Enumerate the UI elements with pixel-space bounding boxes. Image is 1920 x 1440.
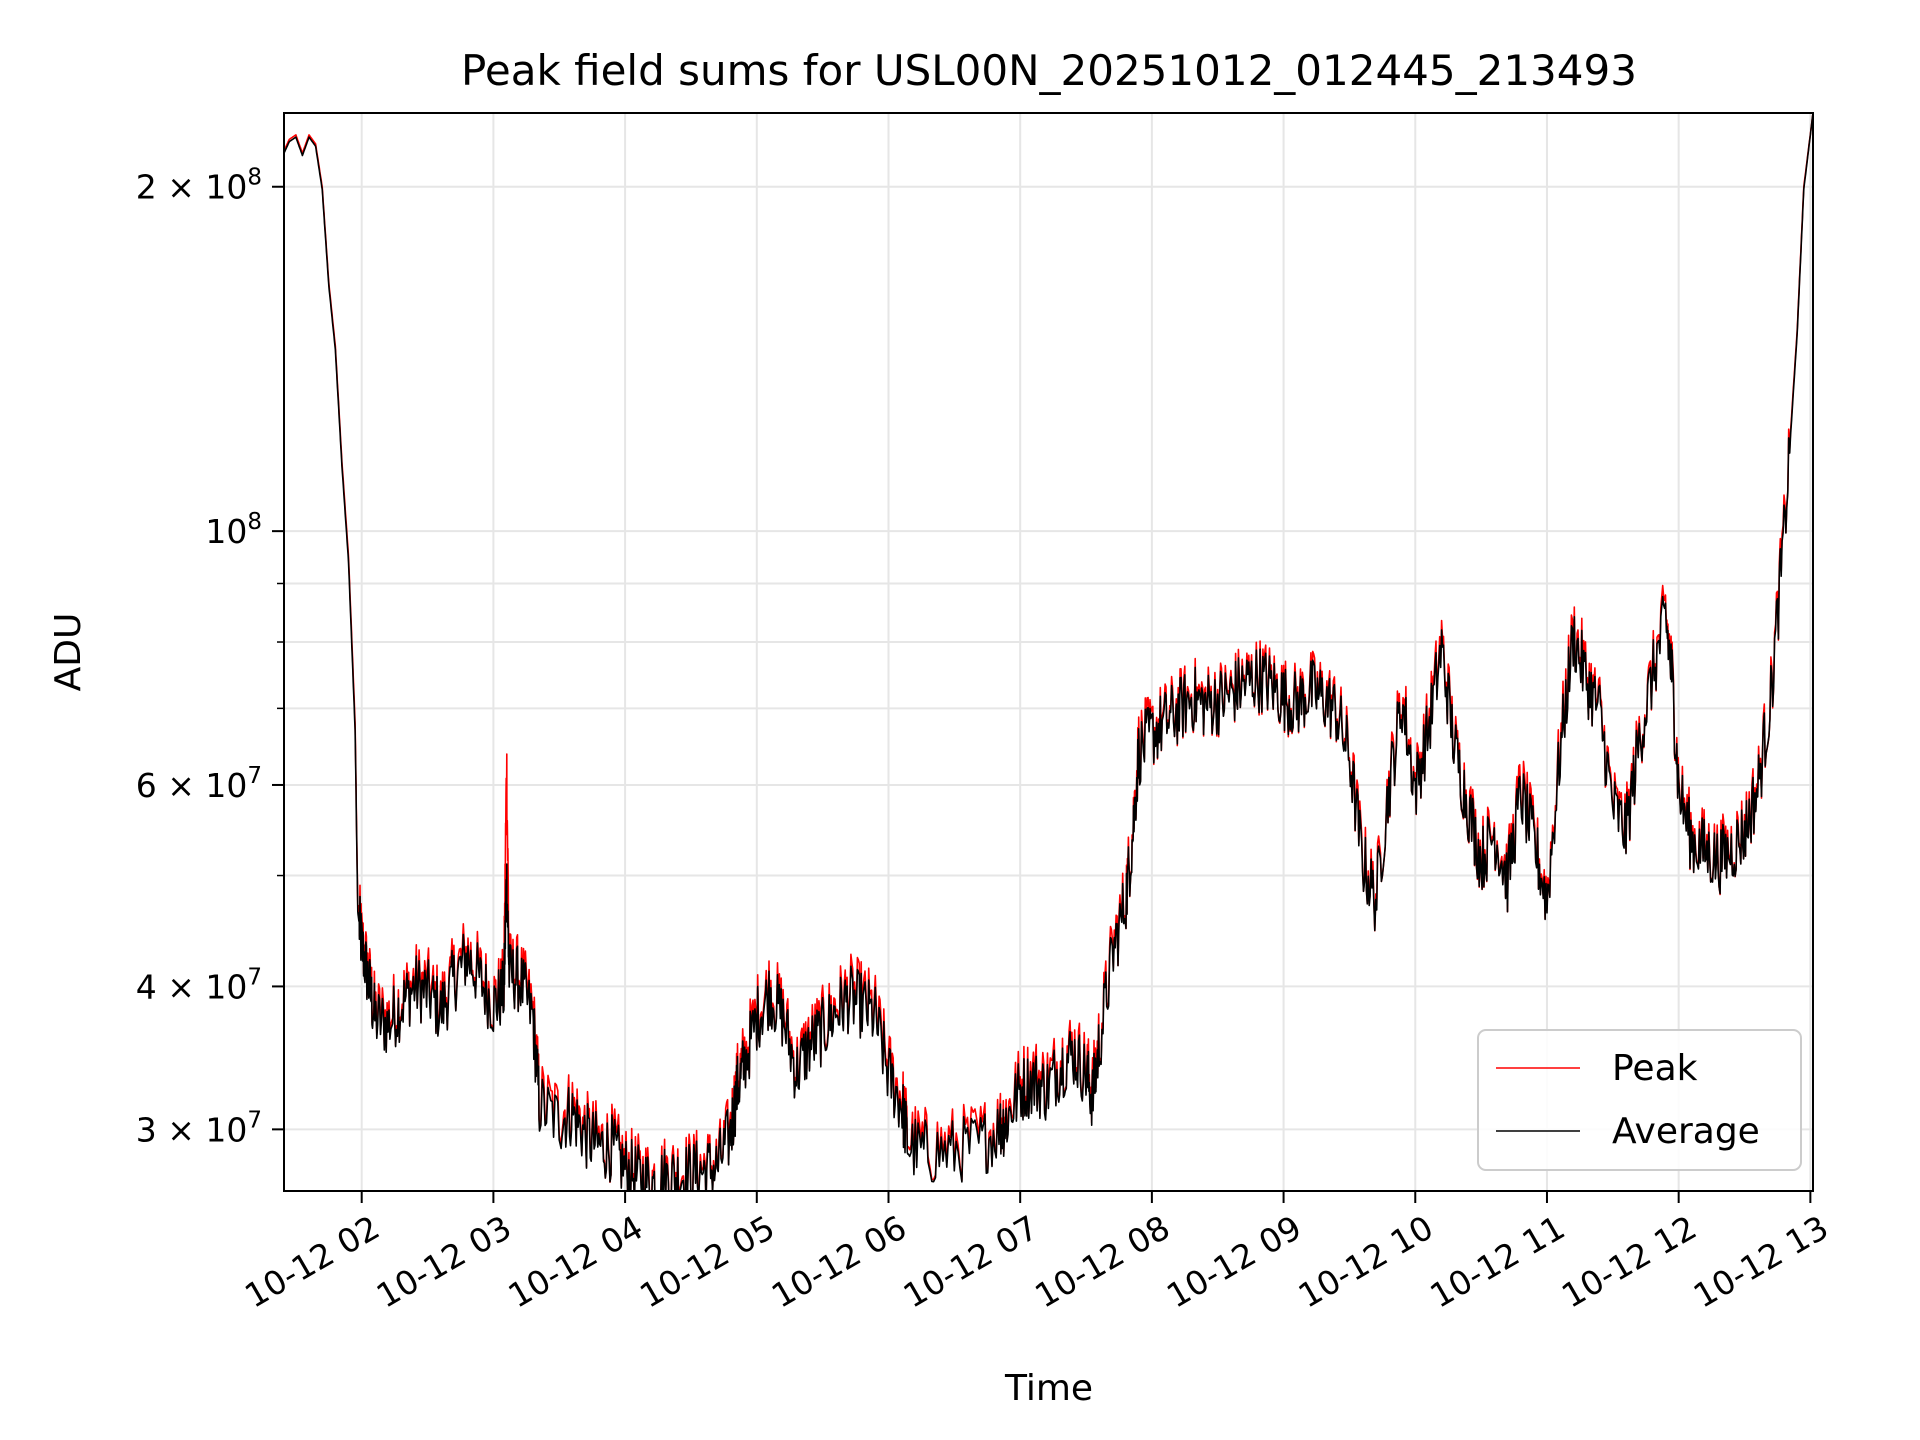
y-tick-label: 108: [205, 509, 262, 551]
y-tick-exponent: 8: [247, 165, 262, 191]
y-tick-label: 6 × 107: [136, 763, 262, 805]
legend: Peak Average: [1477, 1029, 1802, 1171]
y-tick-base: 6 × 10: [136, 766, 248, 805]
y-tick-exponent: 8: [247, 509, 262, 535]
series-line-average: [284, 113, 1813, 1191]
legend-box: [1477, 1029, 1802, 1171]
y-tick-label: 3 × 107: [136, 1107, 262, 1149]
y-tick-exponent: 7: [247, 763, 262, 789]
y-tick-label: 2 × 108: [136, 165, 262, 207]
chart-title: Peak field sums for USL00N_20251012_0124…: [461, 46, 1637, 95]
plot-frame: [283, 112, 1814, 1192]
series-layer: [284, 113, 1813, 1191]
y-tick-base: 2 × 10: [136, 168, 248, 207]
y-tick-base: 4 × 10: [136, 967, 248, 1006]
x-axis-label: Time: [1004, 1368, 1093, 1409]
y-tick-base: 3 × 10: [136, 1110, 248, 1149]
legend-label-average: Average: [1612, 1111, 1760, 1152]
y-tick-exponent: 7: [247, 964, 262, 990]
y-tick-label: 4 × 107: [136, 964, 262, 1006]
y-axis-label: ADU: [48, 613, 89, 692]
y-tick-base: 10: [205, 512, 247, 551]
y-tick-exponent: 7: [247, 1107, 262, 1133]
legend-label-peak: Peak: [1612, 1048, 1698, 1089]
